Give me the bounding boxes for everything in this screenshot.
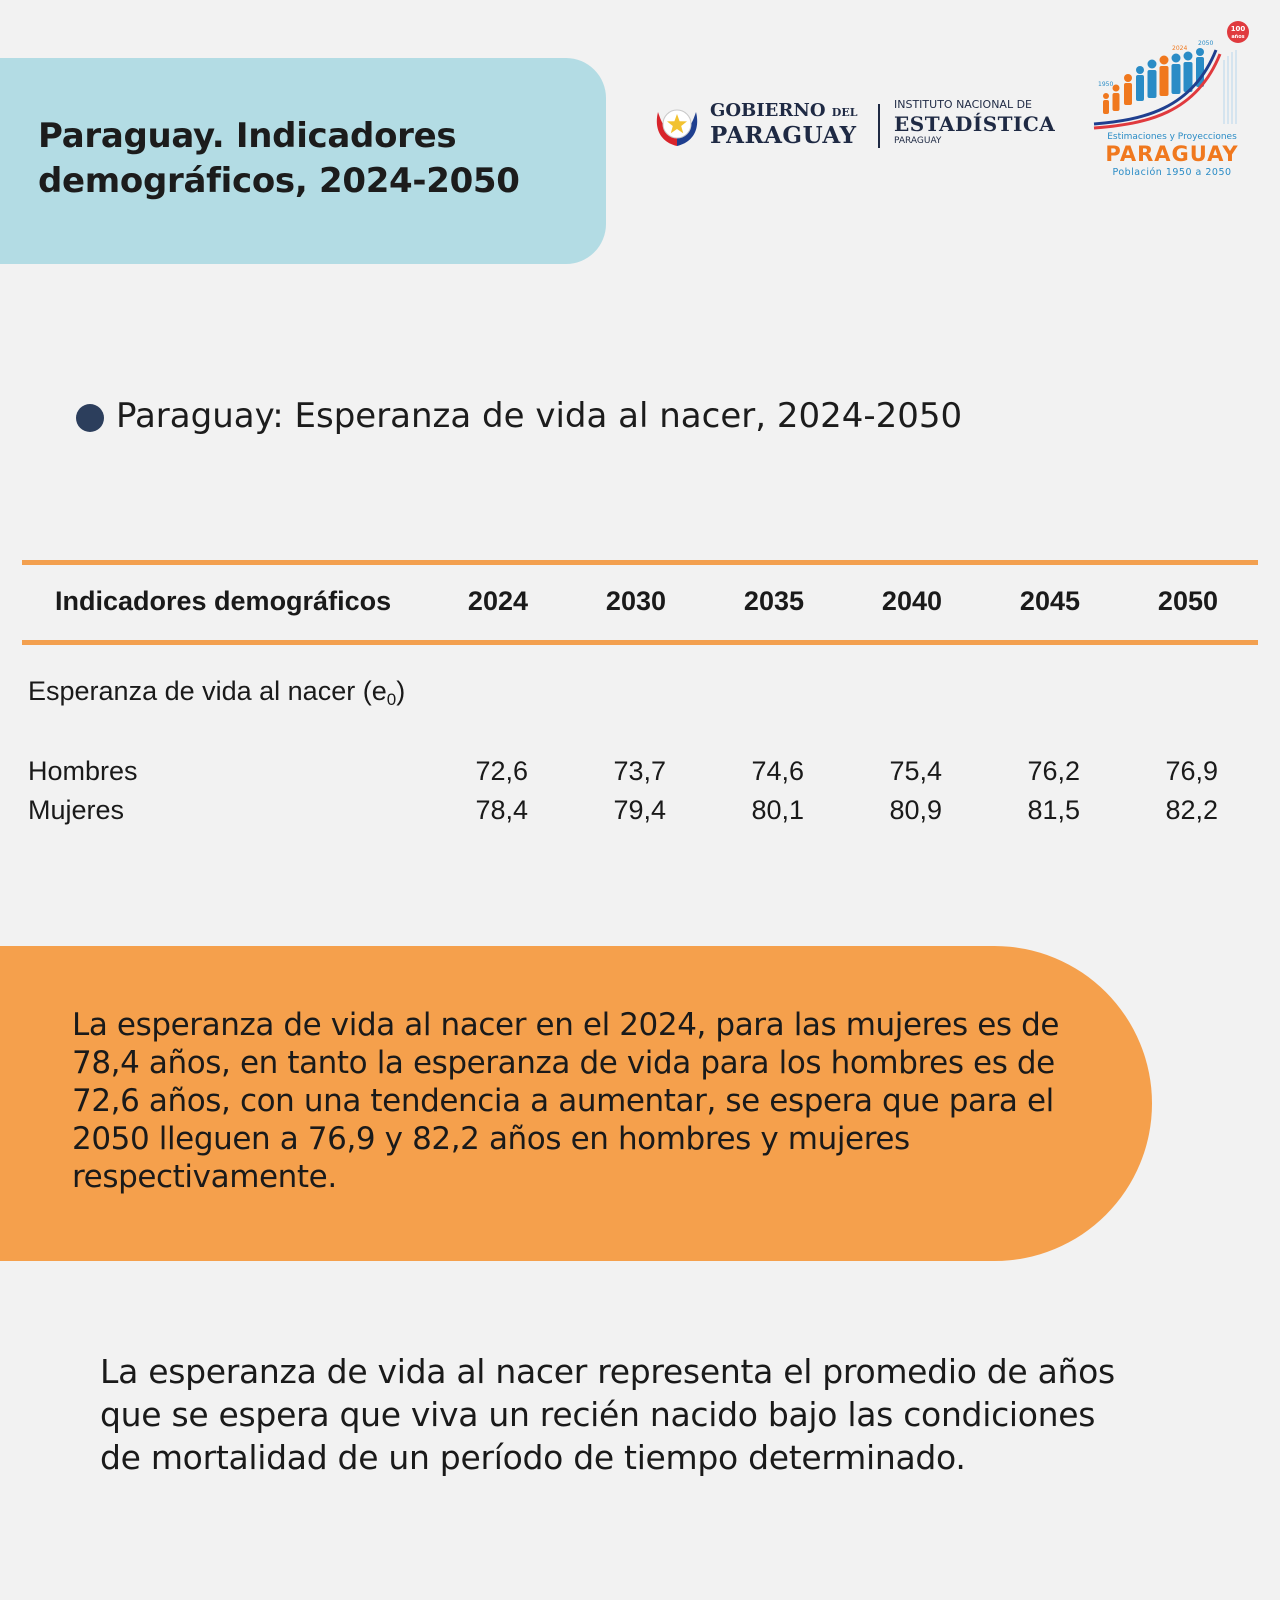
table-top-rule — [22, 560, 1258, 565]
table-cell: 80,1 — [751, 795, 804, 825]
badge-text: 100 — [1231, 25, 1246, 33]
indicator-label-close: ) — [396, 676, 406, 706]
table-header-year: 2035 — [743, 586, 804, 616]
logo-divider — [878, 104, 880, 148]
table-header-year: 2040 — [881, 586, 942, 616]
ine-line2: ESTADÍSTICA — [894, 112, 1056, 136]
table-header-year: 2050 — [1157, 586, 1218, 616]
table-cell: 74,6 — [751, 756, 804, 786]
table-row-label: Hombres — [28, 756, 138, 786]
table-header-year: 2030 — [605, 586, 666, 616]
section-heading: Paraguay: Esperanza de vida al nacer, 20… — [116, 396, 963, 436]
table-header-label: Indicadores demográficos — [55, 586, 392, 616]
page-title-line2: demográficos, 2024-2050 — [38, 161, 520, 201]
gobierno-wordmark: GOBIERNO DEL PARAGUAY — [710, 100, 857, 148]
table-cell: 76,9 — [1165, 756, 1218, 786]
page-title: Paraguay. Indicadores demográficos, 2024… — [38, 114, 598, 204]
year-start-label: 1950 — [1098, 81, 1113, 88]
indicator-label: Esperanza de vida al nacer (e0) — [28, 676, 405, 710]
table-cell: 80,9 — [889, 795, 942, 825]
svg-text:años: años — [1231, 34, 1244, 40]
gobierno-line1-small: DEL — [831, 106, 858, 119]
year-mid-label: 2024 — [1172, 45, 1187, 52]
page-title-line1: Paraguay. Indicadores — [38, 116, 457, 156]
table-header-rule — [22, 640, 1258, 645]
bullet-icon — [76, 404, 104, 432]
table-cell: 72,6 — [475, 756, 528, 786]
title-banner: Paraguay. Indicadores demográficos, 2024… — [0, 58, 606, 264]
indicator-label-subscript: 0 — [386, 690, 397, 709]
gobierno-line1: GOBIERNO — [710, 100, 826, 121]
year-end-label: 2050 — [1198, 40, 1213, 47]
table-cell: 73,7 — [613, 756, 666, 786]
table-cell: 81,5 — [1027, 795, 1080, 825]
centenary-badge-icon — [1227, 21, 1249, 43]
proyecciones-tagline: Población 1950 a 2050 — [1112, 167, 1232, 178]
table-cell: 82,2 — [1165, 795, 1218, 825]
table-header-year: 2024 — [467, 586, 528, 616]
coat-of-arms-icon — [656, 109, 698, 146]
table-cell: 78,4 — [475, 795, 528, 825]
gobierno-ine-logo: GOBIERNO DEL PARAGUAY INSTITUTO NACIONAL… — [650, 96, 1060, 154]
table-cell: 79,4 — [613, 795, 666, 825]
ine-line1: INSTITUTO NACIONAL DE — [894, 98, 1033, 111]
table-row-label: Mujeres — [28, 795, 125, 825]
ine-line3: PARAGUAY — [894, 136, 942, 146]
summary-text: La esperanza de vida al nacer en el 2024… — [72, 1007, 1060, 1195]
indicator-label-text: Esperanza de vida al nacer (e — [28, 676, 387, 706]
table-cell: 75,4 — [889, 756, 942, 786]
table-header-year: 2045 — [1019, 586, 1080, 616]
proyecciones-brand: PARAGUAY — [1105, 142, 1239, 166]
gobierno-line2: PARAGUAY — [710, 122, 857, 149]
ine-wordmark: INSTITUTO NACIONAL DE ESTADÍSTICA PARAGU… — [894, 98, 1055, 147]
proyecciones-subtitle: Estimaciones y Proyecciones — [1107, 132, 1237, 142]
summary-callout: La esperanza de vida al nacer en el 2024… — [0, 946, 1152, 1261]
population-figures-icon: 100 años 1950 2024 2050 — [1093, 21, 1249, 130]
table-cell: 76,2 — [1027, 756, 1080, 786]
proyecciones-logo: 100 años 1950 2024 2050 Estimaciones y P… — [1092, 20, 1252, 182]
definition-text: La esperanza de vida al nacer representa… — [100, 1352, 1115, 1477]
